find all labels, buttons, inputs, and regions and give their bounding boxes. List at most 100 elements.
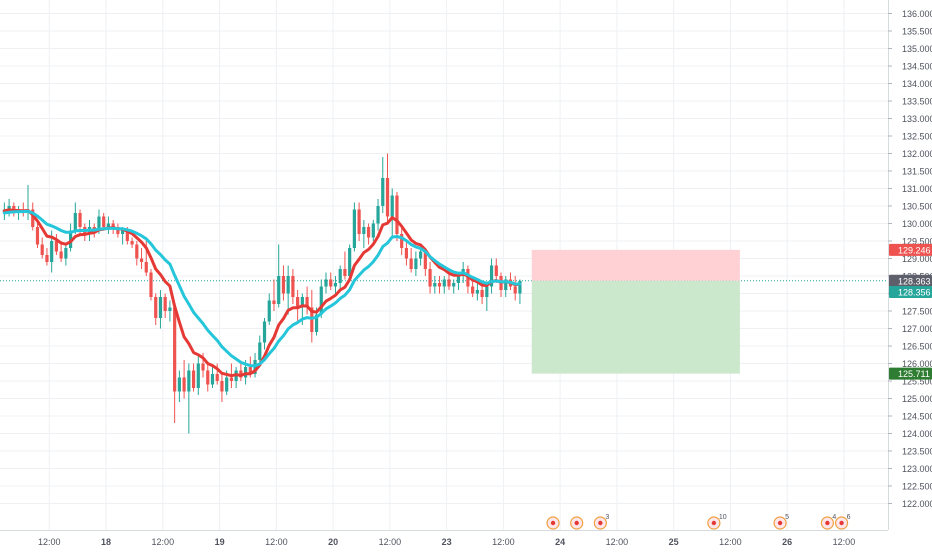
candle-down bbox=[54, 234, 58, 255]
entry-price-label-text: 128.363 bbox=[898, 276, 931, 286]
price-tick-label: 133.000 bbox=[902, 114, 932, 124]
price-tick-label: 125.000 bbox=[902, 394, 932, 404]
candle-body bbox=[291, 276, 295, 297]
event-marker-dot bbox=[777, 520, 783, 526]
candle-down bbox=[395, 192, 399, 241]
candle-body bbox=[400, 234, 404, 248]
candle-down bbox=[135, 241, 139, 266]
candle-up bbox=[485, 283, 489, 311]
candle-body bbox=[50, 241, 54, 262]
candle-body bbox=[371, 223, 375, 238]
candle-up bbox=[168, 300, 172, 322]
candle-down bbox=[400, 227, 404, 255]
candle-down bbox=[296, 290, 300, 322]
candle-down bbox=[83, 223, 87, 241]
candle-up bbox=[267, 293, 271, 325]
candle-body bbox=[106, 223, 111, 227]
time-tick-label: 24 bbox=[555, 537, 565, 547]
candle-body bbox=[362, 227, 366, 234]
price-tick-label: 124.500 bbox=[902, 412, 932, 422]
time-axis[interactable]: 12:00 18 12:00 19 12:00 20 12:00 23 12:00 24 12:00… bbox=[0, 530, 888, 548]
event-marker[interactable]: 10 bbox=[707, 514, 727, 530]
candle-body bbox=[139, 258, 144, 262]
candle-up bbox=[489, 258, 494, 294]
candle-body bbox=[419, 251, 423, 259]
candle-down bbox=[466, 265, 470, 294]
candle-down bbox=[173, 304, 177, 423]
candle-body bbox=[404, 248, 409, 259]
candle-body bbox=[475, 290, 479, 294]
candle-up bbox=[73, 202, 77, 234]
price-tick-label: 129.500 bbox=[902, 237, 932, 247]
candle-down bbox=[305, 286, 309, 315]
price-tick-label: 122.000 bbox=[902, 499, 932, 509]
candle-down bbox=[149, 269, 153, 301]
candle-down bbox=[35, 223, 40, 248]
candle-down bbox=[139, 248, 144, 269]
price-tick-label: 135.000 bbox=[902, 44, 932, 54]
time-tick-label: 12:00 bbox=[379, 537, 402, 547]
candle-up bbox=[277, 244, 281, 308]
candle-down bbox=[494, 258, 498, 283]
candle-body bbox=[154, 297, 158, 318]
candle-down bbox=[343, 251, 347, 280]
take-profit-zone bbox=[531, 280, 740, 374]
candle-up bbox=[177, 370, 181, 402]
price-tick-label: 126.000 bbox=[902, 359, 932, 369]
candle-body bbox=[442, 279, 446, 287]
candle-body bbox=[414, 258, 418, 269]
candle-body bbox=[229, 377, 234, 381]
candle-up bbox=[324, 272, 328, 294]
event-count-badge: 4 bbox=[832, 514, 836, 521]
candle-body bbox=[220, 381, 224, 392]
candle-body bbox=[352, 209, 356, 248]
price-tick-label: 133.500 bbox=[902, 97, 932, 107]
event-markers[interactable]: 3 10 5 4 6 bbox=[546, 514, 851, 530]
candle-down bbox=[130, 237, 134, 248]
candle-body bbox=[196, 363, 200, 388]
event-marker[interactable] bbox=[546, 516, 560, 530]
candle-down bbox=[154, 293, 158, 325]
candle-body bbox=[504, 279, 508, 290]
candle-body bbox=[343, 269, 347, 276]
candle-body bbox=[296, 297, 300, 308]
price-tick-label: 123.500 bbox=[902, 447, 932, 457]
moving-average-slow bbox=[2, 209, 522, 368]
candle-body bbox=[471, 286, 475, 294]
candle-up bbox=[442, 276, 446, 294]
candle-body bbox=[480, 290, 484, 297]
event-marker[interactable]: 6 bbox=[834, 514, 851, 530]
event-marker[interactable] bbox=[570, 516, 584, 530]
candle-up bbox=[504, 276, 508, 297]
candle-body bbox=[163, 297, 167, 311]
candle-up bbox=[381, 157, 385, 213]
candle-up bbox=[64, 244, 68, 266]
event-marker[interactable]: 4 bbox=[820, 514, 836, 530]
candle-down bbox=[272, 279, 276, 311]
candle-body bbox=[447, 279, 451, 287]
price-tick-label: 127.000 bbox=[902, 324, 932, 334]
event-marker[interactable]: 3 bbox=[593, 514, 609, 530]
candle-down bbox=[366, 223, 371, 245]
candle-down bbox=[310, 290, 314, 343]
candle-up bbox=[414, 251, 418, 276]
price-tick-label: 132.500 bbox=[902, 132, 932, 142]
price-tick-label: 129.000 bbox=[902, 254, 932, 264]
candle-body bbox=[324, 279, 328, 287]
candle-up bbox=[433, 276, 437, 294]
candle-body bbox=[305, 297, 309, 308]
candle-body bbox=[97, 216, 101, 231]
candle-body bbox=[168, 307, 172, 311]
target-price-label: 125.711 bbox=[889, 367, 932, 380]
event-marker[interactable]: 5 bbox=[773, 514, 789, 530]
candle-body bbox=[187, 370, 191, 392]
position-zones[interactable] bbox=[531, 249, 740, 374]
time-tick-label: 12:00 bbox=[719, 537, 742, 547]
candle-body bbox=[333, 283, 338, 287]
price-tick-label: 130.000 bbox=[902, 219, 932, 229]
candle-body bbox=[177, 377, 181, 392]
candle-up bbox=[234, 367, 238, 388]
candle-up bbox=[338, 265, 342, 290]
